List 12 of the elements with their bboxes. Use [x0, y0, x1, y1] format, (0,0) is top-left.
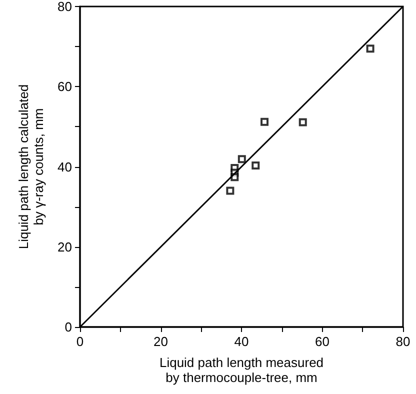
x-tick-label: 0 [76, 334, 84, 349]
y-tick-label: 60 [58, 79, 72, 94]
y-tick-label: 80 [58, 0, 72, 14]
y-axis-title: Liquid path length calculated by γ-ray counts, mm [16, 84, 46, 250]
x-tick-label: 20 [154, 334, 168, 349]
x-tick-label: 80 [396, 334, 410, 349]
y-tick-label: 0 [64, 320, 72, 334]
y-tick-label: 20 [58, 239, 72, 254]
x-axis-title: Liquid path length measured by thermocouple-tree, mm [159, 355, 324, 385]
x-tick-label: 40 [234, 334, 249, 349]
x-tick-label: 60 [315, 334, 330, 349]
y-tick-label: 40 [58, 159, 72, 174]
